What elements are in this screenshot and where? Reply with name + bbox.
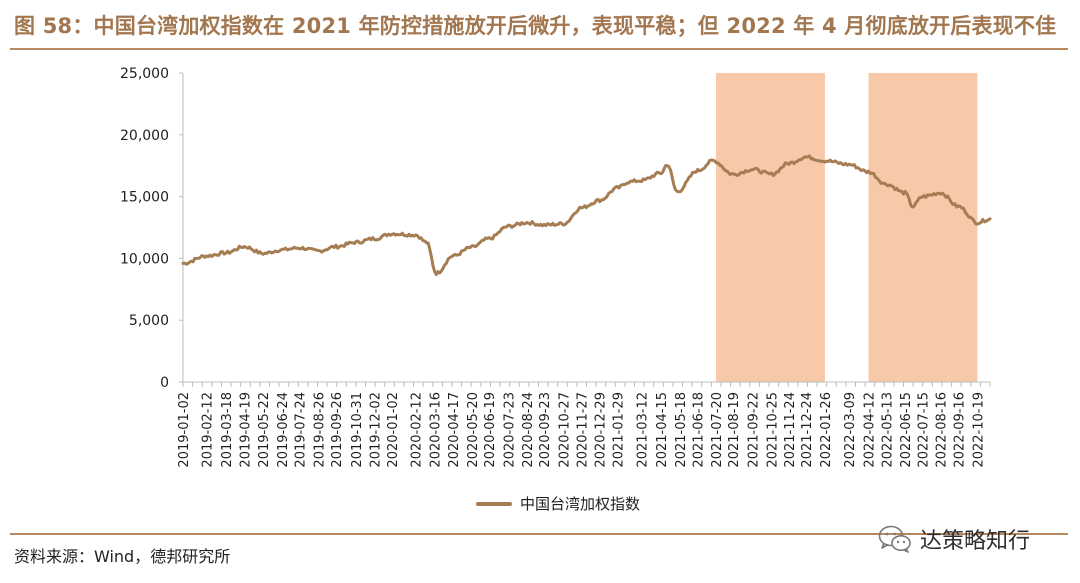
y-tick-label: 15,000	[120, 190, 169, 206]
wechat-icon	[878, 525, 911, 553]
x-tick-label: 2021-10-25	[766, 392, 781, 468]
x-tick-label: 2020-06-19	[483, 392, 498, 468]
x-tick-label: 2020-08-24	[521, 392, 536, 468]
x-tick-label: 2022-07-15	[916, 392, 931, 468]
x-tick-label: 2022-06-15	[899, 392, 914, 468]
legend-swatch	[476, 501, 512, 506]
shaded-period-1	[716, 73, 825, 382]
x-tick-label: 2021-12-24	[800, 392, 815, 468]
x-tick-label: 2022-01-26	[819, 392, 834, 468]
x-tick-label: 2020-04-17	[447, 392, 462, 468]
chart-legend: 中国台湾加权指数	[476, 493, 640, 514]
series-line-taiwan-weighted-index	[181, 154, 992, 277]
shaded-periods	[716, 73, 978, 382]
x-tick-label: 2020-11-27	[575, 392, 590, 468]
x-axis-labels: 2019-01-02 2019-02-12 2019-03-18 2019-04-19…	[177, 392, 986, 468]
x-tick-label: 2021-07-20	[710, 392, 725, 468]
x-tick-label: 2019-03-18	[220, 392, 235, 468]
x-tick-label: 2021-03-12	[636, 392, 651, 468]
x-tick-label: 2019-06-24	[276, 392, 291, 468]
legend-label: 中国台湾加权指数	[520, 495, 641, 513]
x-tick-label: 2020-09-23	[538, 392, 553, 468]
x-tick-label: 2019-10-31	[350, 392, 365, 468]
y-axis-labels: 0 5,000 10,000 15,000 20,000 25,000	[120, 66, 183, 391]
x-tick-label: 2019-09-26	[330, 392, 345, 468]
x-tick-label: 2022-08-16	[935, 392, 950, 468]
x-tick-label: 2019-12-02	[368, 392, 383, 468]
x-tick-label: 2021-04-15	[655, 392, 670, 468]
x-tick-label: 2019-02-12	[200, 392, 215, 468]
x-tick-label: 2022-05-13	[880, 392, 895, 468]
title-divider	[10, 48, 1068, 50]
watermark-text: 达策略知行	[920, 529, 1031, 554]
x-tick-label: 2020-12-29	[594, 392, 609, 468]
x-tick-label: 2019-07-24	[293, 392, 308, 468]
x-axis-ticks	[182, 382, 991, 387]
y-tick-label: 10,000	[120, 251, 169, 267]
x-tick-label: 2019-05-22	[257, 392, 272, 468]
y-tick-label: 0	[160, 375, 169, 391]
y-tick-label: 20,000	[120, 128, 169, 144]
x-tick-label: 2022-04-12	[862, 392, 877, 468]
x-tick-label: 2020-05-20	[466, 392, 481, 468]
source-note: 资料来源：Wind，德邦研究所	[14, 547, 231, 566]
x-tick-label: 2020-03-16	[429, 392, 444, 468]
x-tick-label: 2021-08-19	[727, 392, 742, 468]
x-tick-label: 2022-03-09	[843, 392, 858, 468]
figure-title: 图 58：中国台湾加权指数在 2021 年防控措施放开后微升，表现平稳；但 20…	[14, 14, 1057, 38]
x-tick-label: 2020-01-02	[386, 392, 401, 468]
x-tick-label: 2021-06-18	[692, 392, 707, 468]
x-tick-label: 2022-09-16	[952, 392, 967, 468]
x-tick-label: 2021-09-22	[747, 392, 762, 468]
x-tick-label: 2020-07-23	[503, 392, 518, 468]
x-tick-label: 2021-11-24	[783, 392, 798, 468]
shaded-period-2	[868, 73, 978, 382]
x-tick-label: 2019-01-02	[177, 392, 192, 468]
x-tick-label: 2021-01-29	[611, 392, 626, 468]
x-tick-label: 2022-10-19	[971, 392, 986, 468]
watermark: 达策略知行	[878, 521, 1030, 557]
x-tick-label: 2019-08-26	[312, 392, 327, 468]
x-tick-label: 2020-02-12	[410, 392, 425, 468]
x-tick-label: 2020-10-27	[558, 392, 573, 468]
y-tick-label: 25,000	[120, 66, 169, 82]
y-tick-label: 5,000	[129, 313, 169, 329]
footer-divider	[10, 533, 1068, 535]
x-tick-label: 2019-04-19	[238, 392, 253, 468]
x-tick-label: 2021-05-18	[674, 392, 689, 468]
